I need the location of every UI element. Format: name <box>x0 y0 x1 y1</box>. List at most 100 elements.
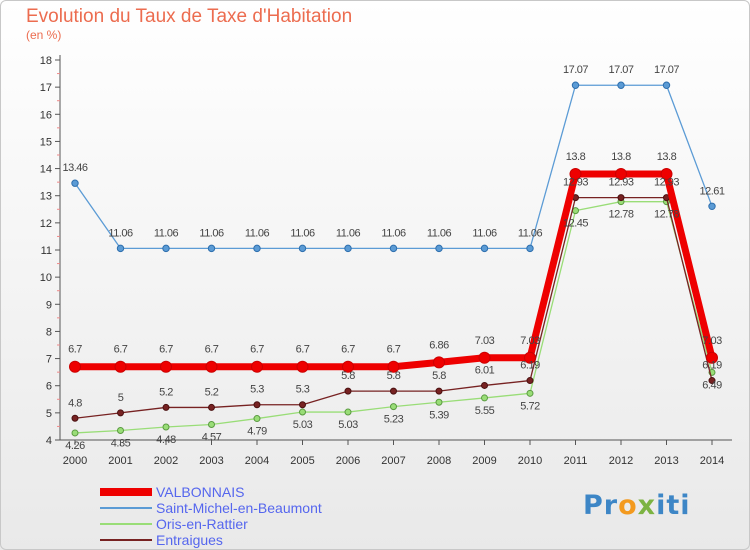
data-point-saint-michel-en-beaumont <box>253 244 261 253</box>
y-tick-label: 13 <box>40 191 52 203</box>
x-tick-label: 2012 <box>609 455 633 467</box>
data-point-saint-michel-en-beaumont <box>435 244 443 253</box>
data-point-entraigues <box>390 387 397 395</box>
y-tick-label: 11 <box>41 245 52 257</box>
data-point-oris-en-rattier <box>71 429 79 437</box>
x-tick-label: 2002 <box>154 455 178 467</box>
proxiti-logo: Proxiti <box>583 490 691 521</box>
data-label-saint-michel-en-beaumont: 12.61 <box>699 185 724 197</box>
data-label-saint-michel-en-beaumont: 17.07 <box>563 64 588 76</box>
y-tick-label: 14 <box>40 164 52 176</box>
data-label-entraigues: 12.93 <box>654 177 679 189</box>
data-point-saint-michel-en-beaumont <box>162 244 170 253</box>
data-label-entraigues: 5.2 <box>159 386 173 398</box>
logo-part: Pr <box>583 490 619 521</box>
data-point-entraigues <box>208 403 215 411</box>
y-tick-label: 7 <box>46 354 52 366</box>
data-point-entraigues <box>71 414 79 422</box>
legend-swatch <box>100 523 152 525</box>
data-label-entraigues: 5.8 <box>432 370 446 382</box>
data-label-oris-en-rattier: 5.23 <box>384 414 404 426</box>
data-point-oris-en-rattier <box>117 427 124 434</box>
x-tick-label: 2003 <box>199 455 223 467</box>
x-tick-label: 2013 <box>654 455 678 467</box>
data-point-valbonnais <box>615 168 627 180</box>
y-tick-label: 18 <box>40 55 52 67</box>
data-point-entraigues <box>299 401 306 409</box>
data-label-valbonnais: 6.7 <box>205 344 219 356</box>
y-tick-label: 16 <box>40 109 52 121</box>
y-tick-label: 5 <box>46 408 52 420</box>
data-label-saint-michel-en-beaumont: 11.06 <box>290 227 315 239</box>
chart-subtitle: (en %) <box>26 28 62 42</box>
data-point-valbonnais <box>251 360 263 373</box>
data-point-oris-en-rattier <box>208 421 215 429</box>
data-label-oris-en-rattier: 5.39 <box>429 409 449 421</box>
data-point-saint-michel-en-beaumont <box>298 244 307 253</box>
line-chart: 4 5 6 7 8 9 10 11 12 13 14 15 16 17 18 2000 2001 2002 2003… <box>40 55 732 467</box>
data-point-saint-michel-en-beaumont <box>207 244 216 253</box>
data-point-saint-michel-en-beaumont <box>571 81 580 89</box>
data-label-saint-michel-en-beaumont: 11.06 <box>381 227 406 239</box>
data-label-saint-michel-en-beaumont: 11.06 <box>472 227 497 239</box>
legend-label: Oris-en-Rattier <box>156 516 248 532</box>
data-label-oris-en-rattier: 4.57 <box>202 432 222 444</box>
data-point-oris-en-rattier <box>435 398 443 406</box>
y-tick-label: 17 <box>40 82 52 94</box>
logo-part: x <box>637 490 657 521</box>
y-tick-label: 15 <box>40 136 52 148</box>
data-point-valbonnais <box>433 356 445 369</box>
data-point-saint-michel-en-beaumont <box>344 244 352 253</box>
data-point-oris-en-rattier <box>344 408 352 416</box>
data-point-valbonnais <box>114 360 127 373</box>
data-label-oris-en-rattier: 4.35 <box>111 438 131 450</box>
legend-swatch <box>100 488 152 496</box>
data-point-saint-michel-en-beaumont <box>662 81 671 89</box>
x-tick-label: 2009 <box>472 455 496 467</box>
data-label-entraigues: 5.3 <box>296 384 310 396</box>
data-label-valbonnais: 6.7 <box>387 344 401 356</box>
data-label-oris-en-rattier: 5.03 <box>293 419 313 431</box>
x-tick-label: 2007 <box>381 455 405 467</box>
data-label-oris-en-rattier: 5.55 <box>475 405 495 417</box>
data-point-oris-en-rattier <box>253 415 261 423</box>
data-label-valbonnais: 7.03 <box>520 335 540 347</box>
data-point-valbonnais <box>569 168 582 180</box>
x-tick-label: 2006 <box>336 455 360 467</box>
data-label-oris-en-rattier: 12.78 <box>654 209 679 221</box>
y-tick-label: 10 <box>40 272 52 284</box>
data-label-entraigues: 6.19 <box>520 360 540 372</box>
data-point-saint-michel-en-beaumont <box>617 81 625 89</box>
data-point-valbonnais <box>660 168 673 180</box>
axes: 4 5 6 7 8 9 10 11 12 13 14 15 16 17 18 2000 2001 2002 2003… <box>40 55 732 467</box>
data-label-entraigues: 12.93 <box>563 177 588 189</box>
y-tick-label: 9 <box>46 299 52 311</box>
data-label-entraigues: 5.3 <box>250 384 264 396</box>
x-tick-label: 2008 <box>427 455 451 467</box>
data-label-saint-michel-en-beaumont: 17.07 <box>608 64 633 76</box>
logo-part: i <box>656 490 667 521</box>
y-tick-label: 6 <box>46 381 52 393</box>
y-tick-label: 12 <box>40 218 52 230</box>
data-point-entraigues <box>526 377 534 385</box>
legend-swatch <box>100 539 152 541</box>
x-tick-label: 2000 <box>63 455 87 467</box>
data-point-saint-michel-en-beaumont <box>708 202 716 211</box>
data-label-saint-michel-en-beaumont: 11.06 <box>108 227 133 239</box>
data-label-entraigues: 5.2 <box>205 386 219 398</box>
data-label-entraigues: 6.01 <box>475 364 495 376</box>
data-label-saint-michel-en-beaumont: 11.06 <box>245 227 270 239</box>
y-tick-label: 4 <box>46 435 52 447</box>
data-label-valbonnais: 7.03 <box>475 335 495 347</box>
data-label-entraigues: 5 <box>118 392 124 404</box>
data-label-oris-en-rattier: 5.03 <box>338 419 358 431</box>
logo-part: ti <box>666 490 691 521</box>
series-line-saint-michel-en-beaumont <box>74 84 713 250</box>
chart-title: Evolution du Taux de Taxe d'Habitation <box>26 6 353 27</box>
x-tick-label: 2004 <box>245 455 269 467</box>
data-point-entraigues <box>435 387 443 395</box>
data-label-entraigues: 4.8 <box>68 397 82 409</box>
data-label-valbonnais: 6.7 <box>159 344 173 356</box>
data-point-oris-en-rattier <box>390 403 397 411</box>
legend-label: Saint-Michel-en-Beaumont <box>156 500 322 516</box>
